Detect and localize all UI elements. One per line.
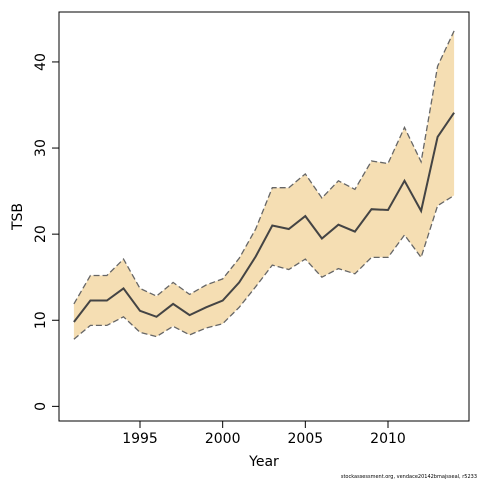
y-tick-label: 30: [33, 139, 49, 157]
x-axis-label: Year: [248, 454, 279, 470]
credit-text: stockassessment.org, vendace20142bmajsse…: [341, 474, 477, 480]
x-tick-label: 2005: [288, 431, 324, 447]
plot-frame: [58, 11, 470, 422]
series-line-layer: [73, 30, 455, 340]
x-tick-label: 2010: [370, 431, 406, 447]
upper-bound-line: [73, 30, 455, 305]
y-tick-label: 0: [33, 402, 49, 411]
confidence-band: [73, 30, 455, 340]
lower-bound-line: [73, 194, 455, 340]
y-tick-label: 40: [33, 53, 49, 71]
confidence-band-layer: [73, 30, 455, 340]
x-tick-label: 2000: [205, 431, 241, 447]
tsb-estimate-line: [73, 112, 455, 323]
y-tick-label: 10: [33, 311, 49, 329]
y-axis: 0 10 20 30 40: [33, 53, 59, 411]
y-tick-label: 20: [33, 225, 49, 243]
x-tick-label: 1995: [122, 431, 158, 447]
y-axis-label: TSB: [10, 203, 26, 231]
x-axis: 1995 2000 2005 2010: [122, 421, 406, 447]
